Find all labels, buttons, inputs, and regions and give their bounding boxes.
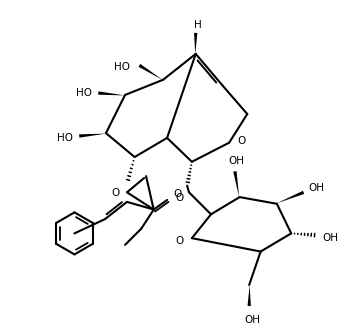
Text: O: O: [111, 188, 119, 198]
Text: OH: OH: [244, 315, 260, 325]
Text: OH: OH: [323, 233, 339, 243]
Text: O: O: [173, 189, 181, 199]
Polygon shape: [98, 91, 125, 96]
Polygon shape: [233, 171, 239, 197]
Text: O: O: [175, 236, 183, 246]
Text: OH: OH: [229, 156, 245, 166]
Polygon shape: [139, 64, 163, 80]
Text: HO: HO: [56, 133, 73, 143]
Text: O: O: [238, 136, 246, 146]
Text: HO: HO: [76, 88, 92, 98]
Text: O: O: [176, 193, 184, 203]
Text: HO: HO: [114, 62, 130, 72]
Polygon shape: [277, 191, 304, 203]
Polygon shape: [248, 285, 251, 306]
Text: H: H: [194, 20, 201, 30]
Polygon shape: [79, 134, 106, 138]
Text: OH: OH: [308, 183, 324, 193]
Polygon shape: [194, 33, 197, 54]
